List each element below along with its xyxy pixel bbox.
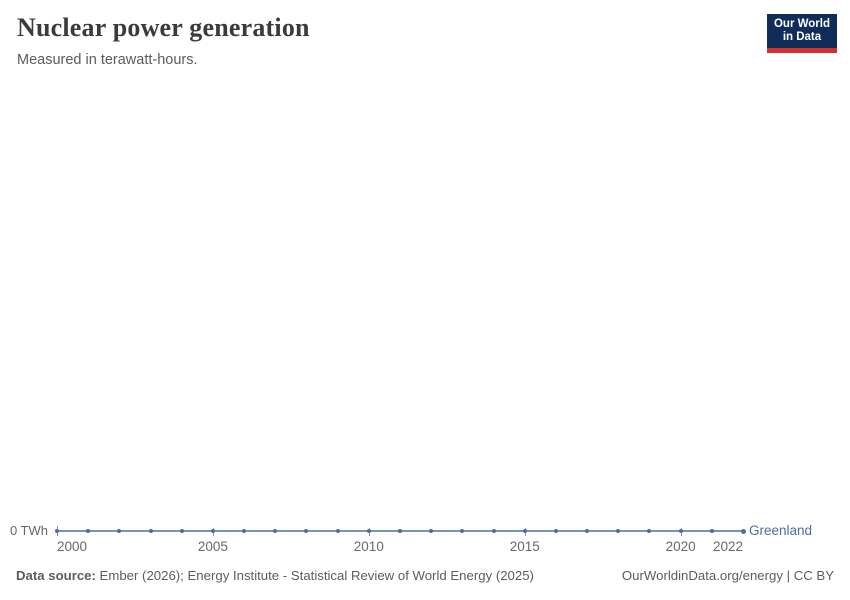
y-axis-zero-label: 0 TWh	[9, 523, 48, 538]
data-point-2003[interactable]	[148, 529, 153, 533]
chart-header: Nuclear power generation Measured in ter…	[17, 13, 310, 68]
owid-logo[interactable]: Our World in Data	[766, 14, 837, 53]
data-source-note: Data source: Ember (2026); Energy Instit…	[16, 568, 534, 583]
chart-subtitle: Measured in terawatt-hours.	[17, 51, 198, 68]
x-axis-label-2020: 2020	[665, 539, 696, 554]
x-axis-label-2022: 2022	[712, 539, 743, 554]
data-point-2018[interactable]	[616, 529, 621, 533]
data-point-2020[interactable]	[678, 529, 683, 533]
data-source-label: Data source:	[16, 568, 96, 583]
x-axis-label-2015: 2015	[509, 539, 540, 554]
data-point-2009[interactable]	[335, 529, 340, 533]
data-point-2010[interactable]	[366, 529, 371, 533]
data-point-2007[interactable]	[273, 529, 278, 533]
owid-logo-line2: in Data	[782, 31, 822, 43]
data-point-2001[interactable]	[86, 529, 91, 533]
data-source-text: Ember (2026); Energy Institute - Statist…	[95, 568, 534, 583]
data-point-2005[interactable]	[210, 529, 215, 533]
owid-logo-line1: Our World	[773, 18, 830, 30]
data-point-2004[interactable]	[179, 529, 184, 533]
data-point-2015[interactable]	[522, 529, 527, 533]
chart-title: Nuclear power generation	[17, 13, 310, 42]
x-axis-label-2000: 2000	[57, 539, 88, 554]
attribution-link[interactable]: OurWorldinData.org/energy | CC BY	[621, 568, 834, 583]
data-point-2014[interactable]	[491, 529, 496, 533]
x-axis-label-2005: 2005	[197, 539, 228, 554]
data-point-2022[interactable]	[740, 528, 746, 534]
data-point-2011[interactable]	[398, 529, 402, 533]
data-point-2021[interactable]	[709, 529, 714, 533]
data-point-2006[interactable]	[242, 529, 247, 533]
data-point-2012[interactable]	[429, 529, 434, 533]
series-label-greenland[interactable]: Greenland	[749, 523, 813, 538]
chart-footer: Data source: Ember (2026); Energy Instit…	[16, 568, 834, 583]
data-point-2013[interactable]	[460, 529, 465, 533]
data-point-2016[interactable]	[553, 529, 558, 533]
x-axis-label-2010: 2010	[353, 539, 384, 554]
data-point-2008[interactable]	[304, 529, 309, 533]
data-point-2019[interactable]	[647, 529, 652, 533]
data-point-2002[interactable]	[117, 529, 122, 533]
data-point-2000[interactable]	[55, 529, 59, 533]
data-point-2017[interactable]	[585, 529, 590, 533]
